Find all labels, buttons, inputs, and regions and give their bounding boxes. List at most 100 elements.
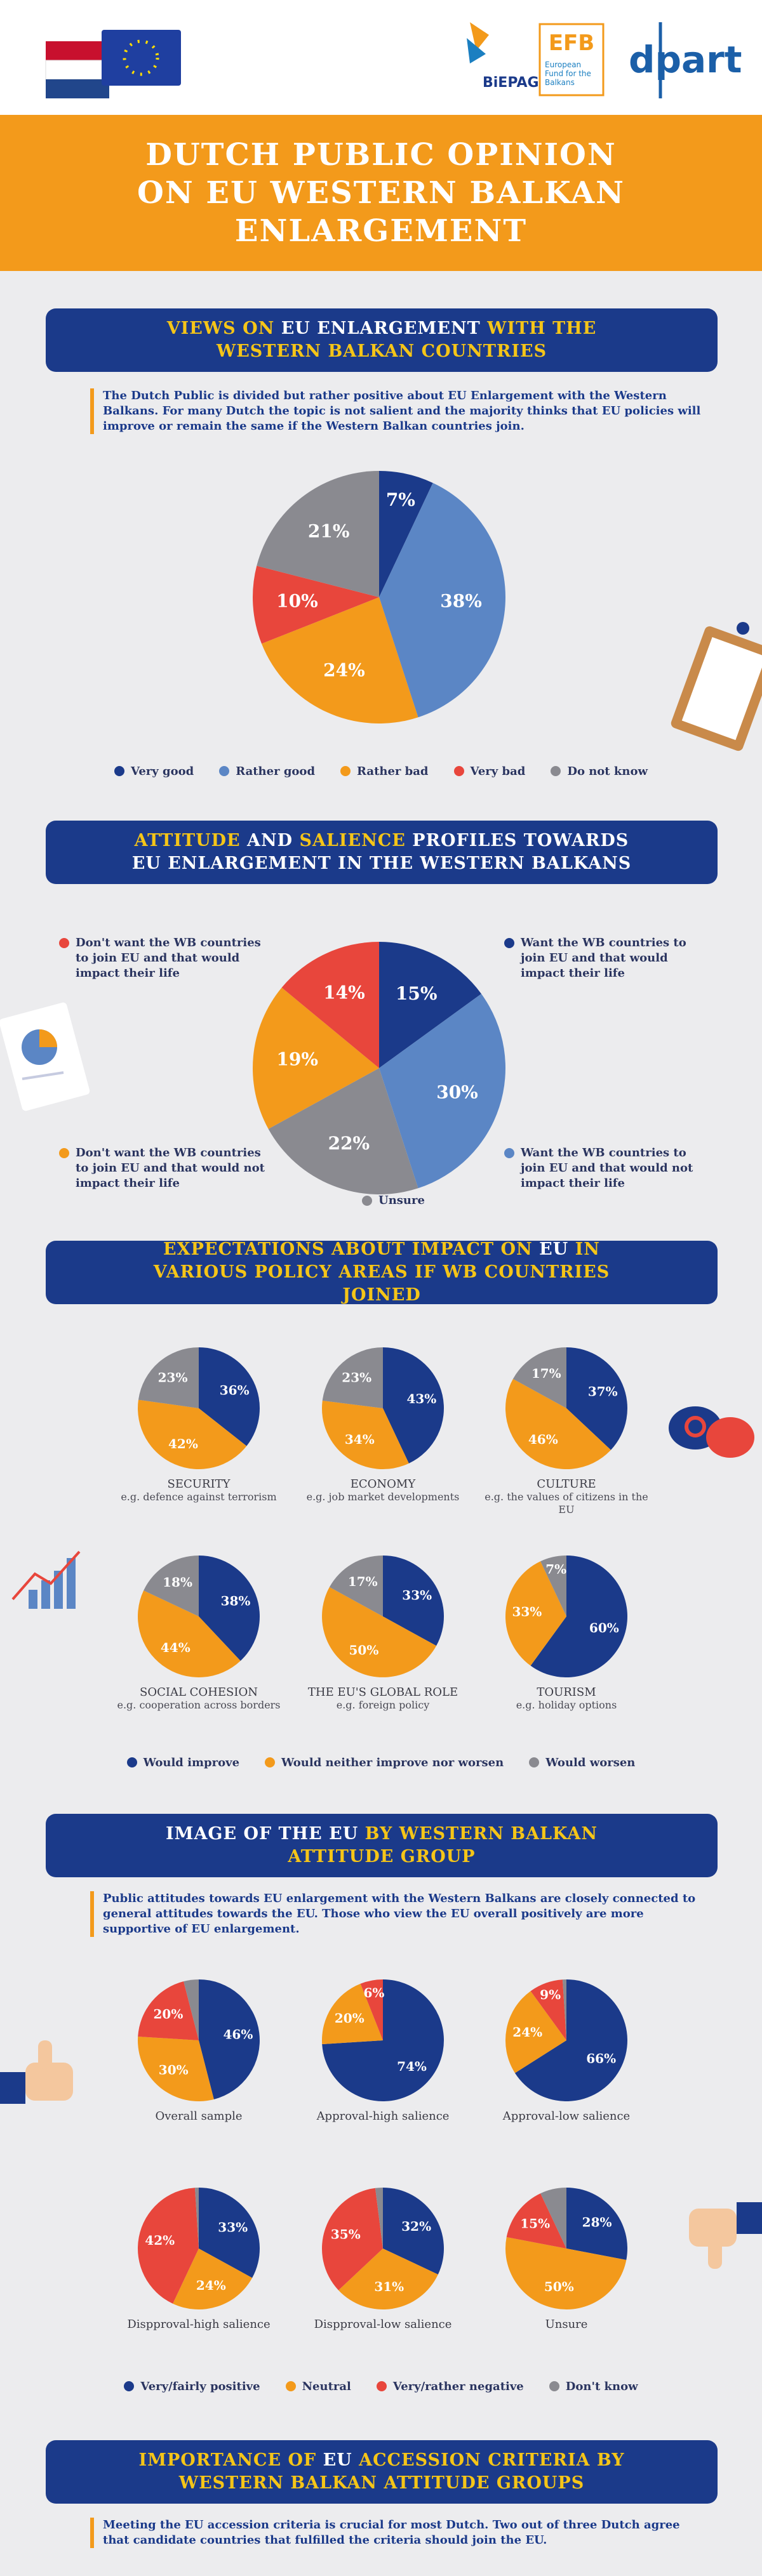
- pie-slice: [138, 2036, 214, 2101]
- value-label: 30%: [159, 2063, 189, 2078]
- pie-subtitle: e.g. foreign policy: [336, 1699, 430, 1711]
- pie-subtitle: e.g. defence against terrorism: [121, 1491, 277, 1503]
- banner-title: IMAGE OF THE EU BY WESTERN BALKAN ATTITU…: [122, 1823, 641, 1868]
- value-label: 60%: [589, 1620, 619, 1635]
- legend-label: Don't want the WB countries to join EU a…: [76, 1146, 265, 1190]
- section-banner: IMAGE OF THE EU BY WESTERN BALKAN ATTITU…: [46, 1814, 718, 1877]
- pie-title: Approval-high salience: [294, 2110, 472, 2123]
- pie-slice: [338, 2249, 438, 2310]
- pie-slice: [329, 1556, 383, 1616]
- legend-swatch: [340, 766, 351, 776]
- legend-label: Very good: [131, 765, 194, 778]
- section-description: Public attitudes towards EU enlargement …: [90, 1891, 702, 1937]
- value-label: 38%: [440, 591, 482, 612]
- banner-title-part: SALIENCE: [299, 831, 406, 850]
- pie-slice: [268, 1068, 418, 1195]
- legend-item: Unsure: [362, 1193, 572, 1208]
- pie-slice: [566, 1347, 627, 1450]
- value-label: 21%: [308, 520, 350, 541]
- pie-slice: [281, 942, 379, 1068]
- pie-slice: [505, 1378, 611, 1469]
- banner-title: VIEWS ON EU ENLARGEMENT WITH THE WESTERN…: [122, 317, 641, 363]
- pie-slice: [138, 1981, 199, 2040]
- title-line: DUTCH PUBLIC OPINION: [145, 137, 617, 173]
- section-description: The Dutch Public is divided but rather p…: [90, 388, 702, 434]
- pie-slice: [322, 1347, 383, 1408]
- legend-label: Want the WB countries to join EU and tha…: [521, 1146, 693, 1190]
- legend-item: Very/rather negative: [376, 2380, 524, 2393]
- legend-swatch: [59, 938, 69, 948]
- value-label: 34%: [345, 1432, 375, 1447]
- legend: Very/fairly positive Neutral Very/rather n…: [0, 2380, 762, 2393]
- pie-title-text: Approval-low salience: [502, 2110, 631, 2123]
- value-label: 44%: [161, 1640, 190, 1655]
- legend-item: Do not know: [551, 765, 648, 778]
- pie-slice: [530, 1556, 628, 1678]
- legend-swatch: [285, 2381, 296, 2391]
- title-line: ON EU WESTERN BALKAN: [137, 175, 625, 211]
- legend-label: Rather bad: [357, 765, 429, 778]
- legend-item: Neutral: [285, 2380, 351, 2393]
- pie-slice: [138, 2188, 199, 2304]
- pie-slice: [138, 1590, 241, 1677]
- value-label: 19%: [276, 1048, 318, 1069]
- section-banner: VIEWS ON EU ENLARGEMENT WITH THE WESTERN…: [46, 308, 718, 372]
- logo-dpart: dpart: [629, 38, 742, 81]
- legend-swatch: [126, 1757, 137, 1767]
- growth-chart-icon: [11, 1550, 81, 1609]
- banner-title-part: ACCESSION CRITERIA BY WESTERN BALKAN ATT…: [178, 2450, 625, 2493]
- pie-title: Dispproval-high salience: [110, 2318, 288, 2331]
- pie-slice: [512, 1347, 566, 1408]
- value-label: 7%: [545, 1561, 566, 1576]
- pie-slice: [383, 1347, 444, 1463]
- legend-label: Want the WB countries to join EU and tha…: [521, 936, 686, 980]
- pie-slice: [383, 2188, 444, 2275]
- pie-slice: [505, 1991, 566, 2073]
- pie-slice: [506, 2193, 566, 2249]
- legend-label: Don't want the WB countries to join EU a…: [76, 936, 261, 980]
- pie-title: ECONOMY e.g. job market developments: [294, 1478, 472, 1503]
- legend-label: Unsure: [378, 1194, 425, 1207]
- section-banner: ATTITUDE AND SALIENCE PROFILES TOWARDS E…: [46, 821, 718, 884]
- legend-label: Would improve: [143, 1756, 240, 1769]
- legend-label: Would worsen: [545, 1756, 636, 1769]
- pie-title-text: SOCIAL COHESION: [140, 1686, 258, 1699]
- value-label: 32%: [401, 2219, 431, 2234]
- pie-title: THE EU'S GLOBAL ROLE e.g. foreign policy: [294, 1686, 472, 1712]
- pie-title: TOURISM e.g. holiday options: [478, 1686, 655, 1712]
- legend-label: Neutral: [302, 2380, 351, 2393]
- pie-slice: [184, 1979, 199, 2040]
- thumbs-down: [689, 2202, 762, 2269]
- banner-title-part: BY WESTERN BALKAN ATTITUDE GROUP: [288, 1824, 598, 1866]
- eu-flag: [102, 30, 181, 86]
- title-line: ENLARGEMENT: [234, 213, 528, 249]
- value-label: 10%: [276, 591, 318, 612]
- value-label: 17%: [531, 1366, 561, 1381]
- pie-slice: [379, 482, 506, 718]
- pie-slice: [253, 987, 379, 1129]
- value-label: 74%: [397, 2059, 427, 2074]
- value-label: 18%: [163, 1575, 192, 1590]
- pie-title: Unsure: [478, 2318, 655, 2331]
- banner-title: ATTITUDE AND SALIENCE PROFILES TOWARDS E…: [122, 829, 641, 875]
- legend-item: Very good: [114, 765, 194, 778]
- banner-title-part: IN VARIOUS POLICY AREAS IF WB COUNTRIES …: [153, 1239, 610, 1305]
- efb-box: [538, 23, 605, 96]
- section-banner: EXPECTATIONS ABOUT IMPACT ON EU IN VARIO…: [46, 1239, 718, 1305]
- banner-title-part: EXPECTATIONS ABOUT IMPACT ON: [163, 1239, 540, 1259]
- pie-slice: [379, 942, 481, 1068]
- banner-title-part: EU: [539, 1239, 569, 1259]
- banner-title-part: WITH THE WESTERN BALKAN COUNTRIES: [216, 319, 597, 361]
- value-label: 22%: [328, 1133, 370, 1154]
- pie-slice: [540, 1556, 566, 1616]
- legend-label: Very bad: [470, 765, 526, 778]
- banner-title-part: ATTITUDE: [134, 831, 241, 850]
- banner-title-part: IMAGE OF THE EU: [165, 1824, 359, 1844]
- value-label: 43%: [406, 1391, 436, 1406]
- pie-slice: [322, 2188, 383, 2290]
- section-banner: IMPORTANCE OF EU ACCESSION CRITERIA BY W…: [46, 2440, 718, 2504]
- value-label: 24%: [512, 2024, 542, 2040]
